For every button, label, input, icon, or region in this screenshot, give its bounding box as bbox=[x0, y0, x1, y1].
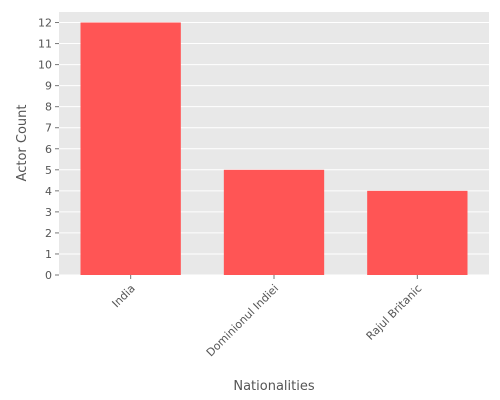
x-tick-label: India bbox=[110, 282, 138, 310]
y-tick-label: 1 bbox=[45, 248, 52, 261]
x-axis-ticks: India Dominionul Indiei Rajul Britanic bbox=[110, 275, 425, 359]
y-tick-label: 11 bbox=[38, 38, 52, 51]
y-tick-label: 4 bbox=[45, 185, 52, 198]
y-tick-label: 8 bbox=[45, 101, 52, 114]
bar-dominionul-indiei bbox=[223, 169, 325, 275]
x-axis-title: Nationalities bbox=[233, 379, 314, 394]
bar-rajul-britanic bbox=[367, 190, 468, 275]
y-tick-label: 3 bbox=[45, 206, 52, 219]
y-tick-label: 6 bbox=[45, 143, 52, 156]
y-tick-label: 5 bbox=[45, 164, 52, 177]
bars bbox=[80, 22, 468, 275]
y-tick-label: 10 bbox=[38, 59, 52, 72]
y-axis-title: Actor Count bbox=[15, 105, 30, 182]
x-tick-label: Dominionul Indiei bbox=[204, 282, 281, 359]
y-tick-label: 0 bbox=[45, 269, 52, 282]
y-tick-label: 2 bbox=[45, 227, 52, 240]
y-tick-label: 7 bbox=[45, 122, 52, 135]
y-tick-label: 9 bbox=[45, 80, 52, 93]
y-tick-label: 12 bbox=[38, 17, 52, 30]
x-tick-label: Rajul Britanic bbox=[364, 282, 425, 343]
bar-india bbox=[80, 22, 181, 275]
